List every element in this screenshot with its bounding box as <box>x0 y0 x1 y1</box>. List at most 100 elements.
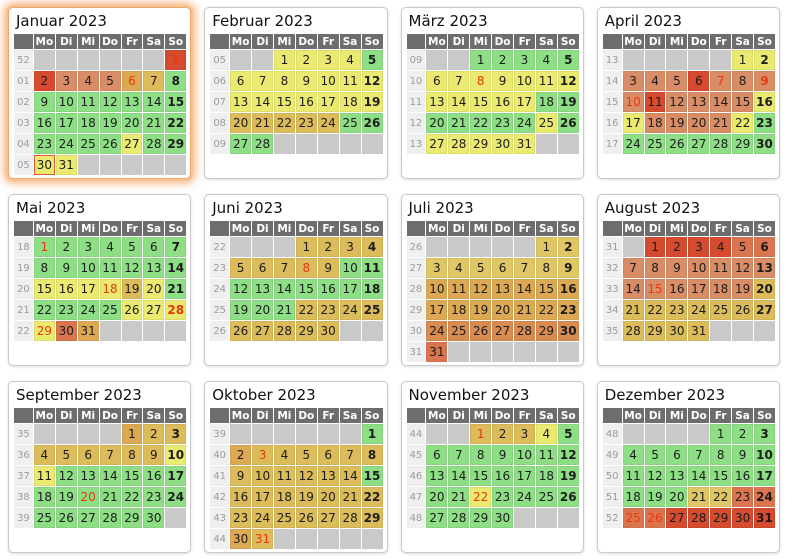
day-cell[interactable]: 23 <box>55 300 77 320</box>
day-cell[interactable]: 2 <box>55 237 77 257</box>
day-cell[interactable]: 8 <box>710 445 732 465</box>
day-cell[interactable]: 5 <box>99 71 121 91</box>
day-cell[interactable]: 11 <box>339 71 361 91</box>
day-cell[interactable]: 14 <box>165 258 187 278</box>
day-cell[interactable]: 14 <box>143 92 165 112</box>
day-cell[interactable]: 11 <box>448 279 470 299</box>
day-cell[interactable]: 20 <box>492 300 513 320</box>
day-cell[interactable]: 30 <box>55 321 77 341</box>
day-cell[interactable]: 17 <box>514 466 535 486</box>
day-cell[interactable]: 18 <box>339 92 361 112</box>
day-cell[interactable]: 12 <box>644 466 666 486</box>
day-cell[interactable]: 28 <box>99 508 121 528</box>
day-cell[interactable]: 4 <box>622 445 644 465</box>
day-cell[interactable]: 11 <box>535 71 557 91</box>
day-cell[interactable]: 16 <box>143 466 165 486</box>
day-cell[interactable]: 9 <box>230 466 252 486</box>
day-cell[interactable]: 20 <box>426 487 448 507</box>
day-cell[interactable]: 29 <box>361 508 383 528</box>
day-cell[interactable]: 19 <box>55 487 77 507</box>
day-cell[interactable]: 28 <box>339 508 361 528</box>
day-cell[interactable]: 11 <box>273 466 295 486</box>
day-cell[interactable]: 29 <box>33 321 55 341</box>
day-cell[interactable]: 25 <box>448 321 470 341</box>
day-cell[interactable]: 9 <box>492 71 513 91</box>
day-cell[interactable]: 2 <box>557 237 579 257</box>
day-cell[interactable]: 22 <box>165 113 187 133</box>
day-cell[interactable]: 11 <box>535 445 557 465</box>
day-cell[interactable]: 2 <box>492 50 513 70</box>
day-cell[interactable]: 30 <box>754 134 775 154</box>
day-cell[interactable]: 14 <box>688 466 710 486</box>
day-cell[interactable]: 5 <box>55 445 77 465</box>
day-cell[interactable]: 27 <box>252 321 273 341</box>
day-cell[interactable]: 28 <box>514 321 535 341</box>
day-cell[interactable]: 27 <box>492 321 513 341</box>
day-cell[interactable]: 19 <box>644 487 666 507</box>
day-cell[interactable]: 17 <box>317 92 339 112</box>
day-cell[interactable]: 16 <box>557 279 579 299</box>
day-cell[interactable]: 25 <box>99 300 121 320</box>
day-cell[interactable]: 31 <box>688 321 710 341</box>
day-cell[interactable]: 18 <box>361 279 383 299</box>
day-cell[interactable]: 4 <box>77 71 99 91</box>
day-cell[interactable]: 2 <box>230 445 252 465</box>
day-cell[interactable]: 26 <box>557 487 579 507</box>
day-cell[interactable]: 3 <box>55 71 77 91</box>
day-cell[interactable]: 3 <box>754 424 775 444</box>
day-cell[interactable]: 7 <box>273 258 295 278</box>
day-cell[interactable]: 8 <box>732 71 754 91</box>
day-cell[interactable]: 24 <box>339 300 361 320</box>
day-cell[interactable]: 7 <box>448 445 470 465</box>
day-cell[interactable]: 18 <box>710 279 732 299</box>
day-cell[interactable]: 10 <box>77 258 99 278</box>
day-cell[interactable]: 5 <box>361 50 383 70</box>
day-cell[interactable]: 16 <box>295 92 317 112</box>
day-cell[interactable]: 19 <box>121 279 143 299</box>
day-cell[interactable]: 16 <box>55 279 77 299</box>
day-cell[interactable]: 6 <box>121 71 143 91</box>
day-cell[interactable]: 19 <box>470 300 492 320</box>
day-cell[interactable]: 23 <box>732 487 754 507</box>
day-cell[interactable]: 29 <box>470 508 492 528</box>
day-cell[interactable]: 12 <box>361 71 383 91</box>
day-cell[interactable]: 27 <box>230 134 252 154</box>
day-cell[interactable]: 25 <box>535 113 557 133</box>
day-cell[interactable]: 17 <box>754 466 775 486</box>
day-cell[interactable]: 22 <box>33 300 55 320</box>
day-cell[interactable]: 30 <box>492 508 513 528</box>
day-cell[interactable]: 17 <box>55 113 77 133</box>
day-cell[interactable]: 25 <box>535 487 557 507</box>
day-cell[interactable]: 28 <box>165 300 187 320</box>
day-cell[interactable]: 12 <box>55 466 77 486</box>
day-cell[interactable]: 5 <box>557 424 579 444</box>
day-cell[interactable]: 23 <box>666 300 688 320</box>
day-cell[interactable]: 15 <box>33 279 55 299</box>
day-cell[interactable]: 3 <box>317 50 339 70</box>
day-cell[interactable]: 20 <box>754 279 775 299</box>
day-cell[interactable]: 7 <box>688 445 710 465</box>
day-cell[interactable]: 14 <box>622 279 644 299</box>
day-cell[interactable]: 23 <box>557 300 579 320</box>
day-cell[interactable]: 19 <box>557 92 579 112</box>
day-cell[interactable]: 5 <box>644 445 666 465</box>
day-cell[interactable]: 27 <box>77 508 99 528</box>
day-cell[interactable]: 21 <box>710 113 732 133</box>
day-cell[interactable]: 5 <box>295 445 317 465</box>
day-cell[interactable]: 29 <box>732 134 754 154</box>
day-cell[interactable]: 18 <box>644 113 666 133</box>
day-cell[interactable]: 21 <box>273 300 295 320</box>
day-cell[interactable]: 11 <box>710 258 732 278</box>
day-cell[interactable]: 31 <box>754 508 775 528</box>
day-cell[interactable]: 22 <box>710 487 732 507</box>
day-cell[interactable]: 30 <box>666 321 688 341</box>
day-cell[interactable]: 12 <box>470 279 492 299</box>
day-cell[interactable]: 14 <box>273 279 295 299</box>
day-cell[interactable]: 17 <box>622 113 644 133</box>
day-cell[interactable]: 8 <box>273 71 295 91</box>
day-cell[interactable]: 27 <box>143 300 165 320</box>
day-cell[interactable]: 16 <box>732 466 754 486</box>
day-cell[interactable]: 17 <box>252 487 273 507</box>
day-cell[interactable]: 10 <box>514 71 535 91</box>
day-cell[interactable]: 10 <box>754 445 775 465</box>
